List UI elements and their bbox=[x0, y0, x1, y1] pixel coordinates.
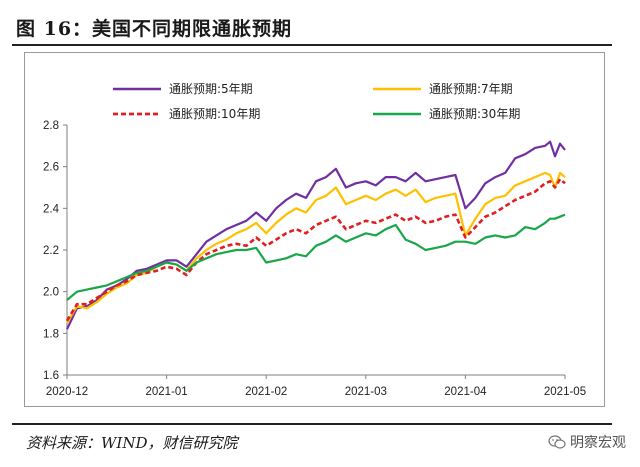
legend-label-1: 通胀预期:5年期 bbox=[169, 82, 253, 96]
legend-label-3: 通胀预期:10年期 bbox=[169, 107, 260, 121]
y-tick-label: 2.8 bbox=[43, 120, 59, 132]
y-tick-label: 2.4 bbox=[43, 203, 60, 215]
y-tick-label: 2.2 bbox=[43, 245, 59, 257]
x-tick-label: 2021-02 bbox=[245, 386, 287, 398]
wechat-icon bbox=[548, 435, 566, 449]
x-tick-label: 2021-01 bbox=[145, 386, 187, 398]
series-line-4 bbox=[66, 213, 566, 301]
title-rule bbox=[12, 44, 612, 46]
legend-label-2: 通胀预期:7年期 bbox=[429, 82, 513, 96]
y-tick-label: 2.6 bbox=[43, 162, 59, 174]
figure-title: 图 16：美国不同期限通胀预期 bbox=[16, 18, 293, 40]
x-tick-label: 2021-03 bbox=[345, 386, 387, 398]
series-line-3 bbox=[65, 177, 566, 322]
x-tick-label: 2021-05 bbox=[544, 386, 586, 398]
chart-frame: 1.6 1.8 2.0 2.2 2.4 2.6 2.8 2020-12 2021-01 2021-… bbox=[24, 52, 605, 407]
watermark-text: 明察宏观 bbox=[570, 435, 626, 451]
y-tick-label: 2.0 bbox=[43, 287, 59, 299]
x-tick-label: 2020-12 bbox=[46, 386, 88, 398]
series-line-1 bbox=[66, 140, 566, 330]
y-tick-label: 1.6 bbox=[43, 370, 59, 382]
legend-label-4: 通胀预期:30年期 bbox=[429, 107, 520, 121]
series-line-2 bbox=[66, 171, 566, 324]
watermark: 明察宏观 bbox=[548, 432, 626, 452]
x-tick-label: 2021-04 bbox=[444, 386, 487, 398]
line-chart: 1.6 1.8 2.0 2.2 2.4 2.6 2.8 2020-12 2021-01 2021-… bbox=[43, 82, 586, 398]
source-note: 资料来源：WIND，财信研究院 bbox=[26, 434, 238, 452]
footer-rule bbox=[12, 423, 612, 425]
y-tick-label: 1.8 bbox=[43, 328, 59, 340]
